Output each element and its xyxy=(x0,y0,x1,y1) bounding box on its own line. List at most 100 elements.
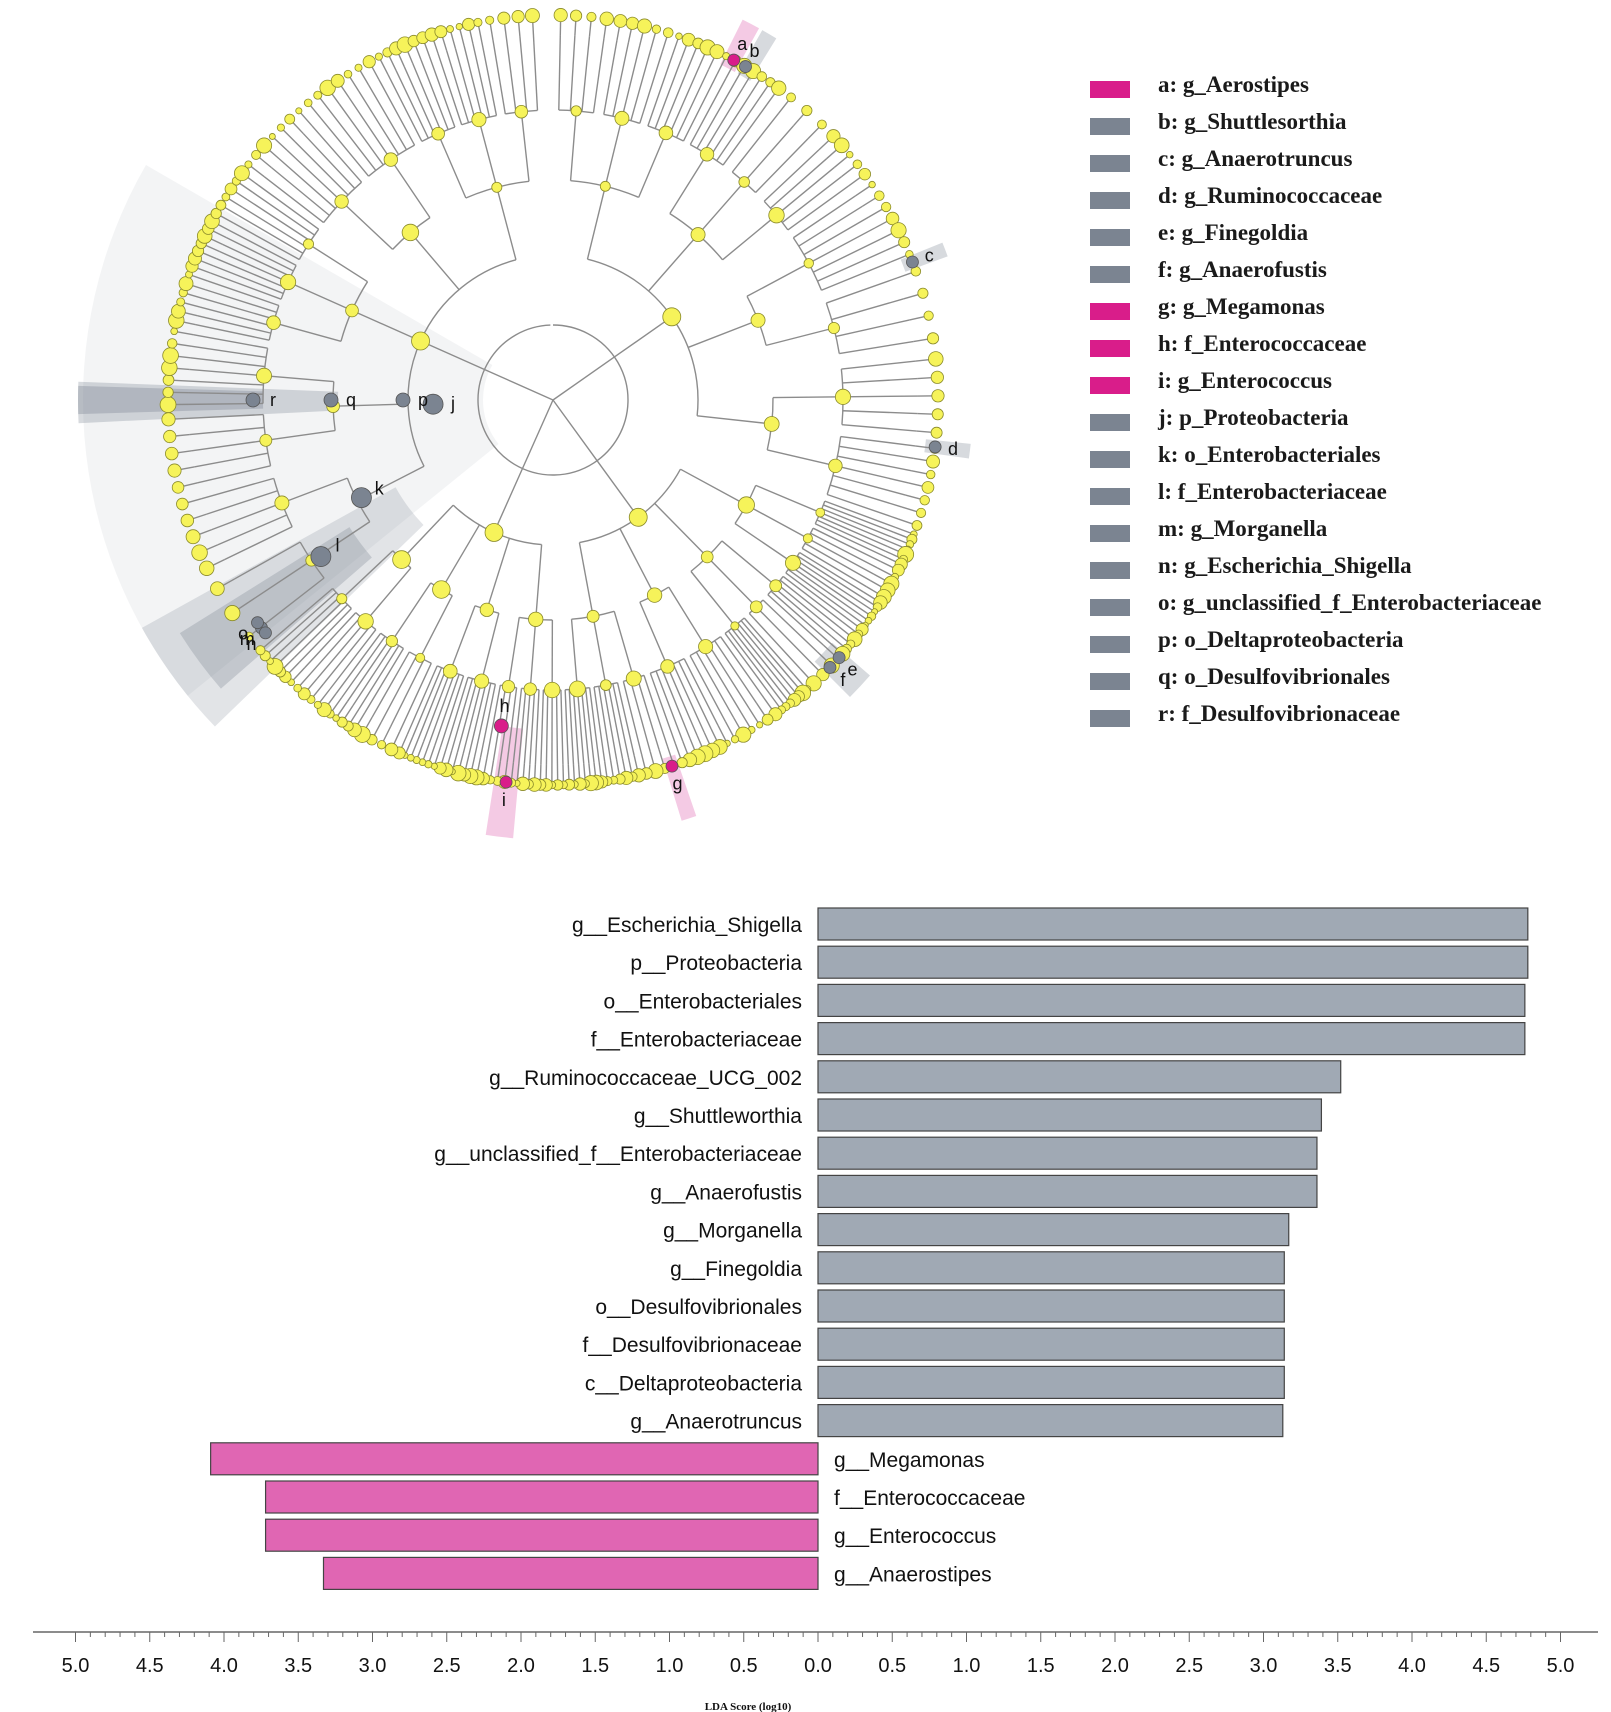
taxon-node xyxy=(699,147,715,162)
taxon-node xyxy=(761,713,774,726)
branch xyxy=(721,540,777,587)
taxon-node xyxy=(569,680,586,698)
taxon-node xyxy=(432,580,451,599)
branch xyxy=(406,665,438,735)
branch xyxy=(602,685,618,760)
taxon-node xyxy=(646,587,663,603)
taxon-node xyxy=(786,92,796,103)
lda-bar-label: g__Escherichia_Shigella xyxy=(572,914,802,937)
lda-x-axis: 5.0 4.5 4.0 3.5 3.0 2.5 2.0 1.5 1.0 0.5 0.0 0.5 1.0 1… xyxy=(33,1631,1598,1677)
branch xyxy=(558,35,561,111)
taxon-node xyxy=(171,303,186,319)
branch xyxy=(706,556,757,608)
marker-letter-b: b xyxy=(749,41,759,61)
legend-swatch xyxy=(1090,488,1130,505)
lda-bar-label: g__Finegoldia xyxy=(670,1258,802,1281)
taxon-node xyxy=(769,579,783,593)
lda-tick-label: 1.5 xyxy=(581,1655,609,1677)
taxon-node xyxy=(928,351,944,367)
marker-node-r xyxy=(245,392,261,408)
branch xyxy=(329,629,377,690)
legend-label: h: f_Enterococcaceae xyxy=(1158,331,1367,356)
branch xyxy=(755,138,809,193)
branch xyxy=(486,538,511,611)
branch xyxy=(428,672,456,744)
lda-tick-label: 3.0 xyxy=(1250,1655,1278,1677)
branch xyxy=(446,50,470,123)
legend-label: c: g_Anaerotruncus xyxy=(1158,146,1353,171)
branch xyxy=(507,617,520,687)
branch xyxy=(643,675,669,747)
branch xyxy=(197,315,271,334)
taxon-node xyxy=(284,113,296,125)
marker-letter-d: d xyxy=(948,439,958,459)
taxon-node xyxy=(803,258,814,269)
branch xyxy=(411,62,443,133)
branch xyxy=(320,117,370,177)
branch xyxy=(395,70,429,139)
legend-item: b: g_Shuttlesorthia xyxy=(1090,107,1605,144)
branch xyxy=(727,630,775,692)
branch xyxy=(399,662,432,732)
branch xyxy=(289,600,345,654)
legend-swatch xyxy=(1090,636,1130,653)
taxon-node xyxy=(383,152,399,167)
legend-swatch xyxy=(1090,562,1130,579)
legend-item: c: g_Anaerotruncus xyxy=(1090,144,1605,181)
marker-node-e xyxy=(832,651,846,665)
branch xyxy=(380,655,418,723)
taxon-node xyxy=(374,52,383,61)
branch xyxy=(695,651,735,718)
legend-label: b: g_Shuttlesorthia xyxy=(1158,109,1347,134)
branch xyxy=(763,149,820,202)
branch xyxy=(639,601,669,667)
branch xyxy=(532,35,539,111)
lda-tick-label: 4.5 xyxy=(136,1655,164,1677)
branch xyxy=(675,69,710,138)
branch xyxy=(638,132,667,198)
taxon-node xyxy=(491,181,503,193)
taxon-node xyxy=(735,726,752,743)
branch xyxy=(668,65,701,135)
taxon-node xyxy=(599,180,611,192)
taxon-node xyxy=(923,310,934,321)
branch xyxy=(839,445,914,460)
branch xyxy=(734,522,794,564)
taxon-node xyxy=(345,303,359,318)
branch xyxy=(364,648,405,714)
branch xyxy=(545,689,549,765)
branch xyxy=(390,159,431,219)
legend-label: o: g_unclassified_f_Enterobacteriaceae xyxy=(1158,590,1542,615)
legend-item: k: o_Enterobacteriales xyxy=(1090,440,1605,477)
taxon-node xyxy=(570,9,583,22)
taxon-node xyxy=(266,315,281,330)
legend-label: e: g_Finegoldia xyxy=(1158,220,1309,245)
branch xyxy=(217,514,288,546)
taxon-node xyxy=(676,757,688,769)
taxon-node xyxy=(801,104,813,117)
branch xyxy=(287,281,353,312)
lda-bar xyxy=(210,1442,819,1476)
branch xyxy=(755,484,821,514)
taxon-node xyxy=(362,55,376,69)
branch xyxy=(275,587,334,638)
legend-swatch xyxy=(1090,377,1130,394)
branch xyxy=(194,452,269,468)
branch xyxy=(797,555,862,597)
taxon-node xyxy=(586,609,600,623)
lda-bar-label: g__Anaerostipes xyxy=(834,1563,992,1586)
lda-x-axis-title: LDA Score (log10) xyxy=(705,1701,792,1712)
taxon-node xyxy=(625,670,642,687)
cladogram-highlight-sectors xyxy=(78,19,971,839)
branch xyxy=(622,681,643,755)
legend-swatch xyxy=(1090,525,1130,542)
taxon-node xyxy=(730,735,740,744)
branch xyxy=(348,97,392,160)
taxon-node xyxy=(293,683,302,693)
taxon-node xyxy=(802,533,813,544)
legend-label: g: g_Megamonas xyxy=(1158,294,1325,319)
taxon-node xyxy=(163,429,177,444)
branch xyxy=(621,45,641,119)
proteobacteria-clade-shading xyxy=(82,165,499,696)
lda-bar-label: g__Shuttleworthia xyxy=(634,1105,802,1128)
